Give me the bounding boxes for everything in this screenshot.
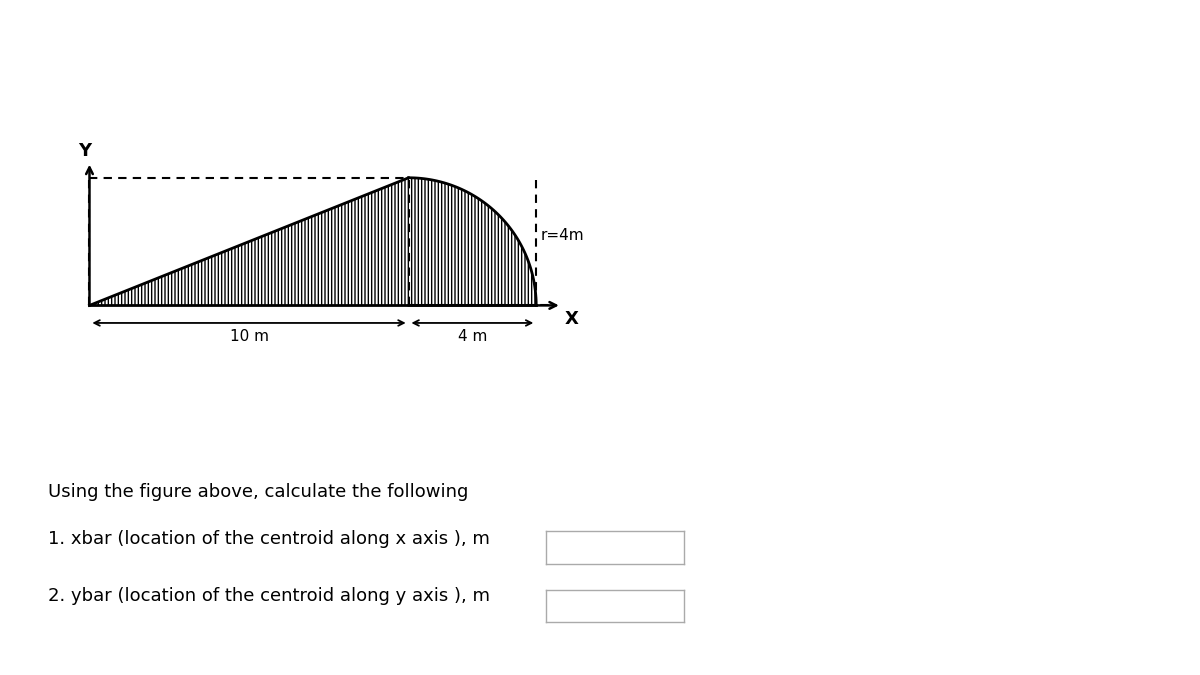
Text: Using the figure above, calculate the following: Using the figure above, calculate the fo… xyxy=(48,483,468,501)
Text: 10 m: 10 m xyxy=(229,329,269,344)
Text: r=4m: r=4m xyxy=(541,227,584,243)
Text: Y: Y xyxy=(78,142,91,160)
Polygon shape xyxy=(90,178,536,305)
Text: X: X xyxy=(565,310,578,328)
Text: 2. ybar (location of the centroid along y axis ), m: 2. ybar (location of the centroid along … xyxy=(48,587,490,605)
Text: 4 m: 4 m xyxy=(457,329,487,344)
Text: 1. xbar (location of the centroid along x axis ), m: 1. xbar (location of the centroid along … xyxy=(48,530,490,548)
